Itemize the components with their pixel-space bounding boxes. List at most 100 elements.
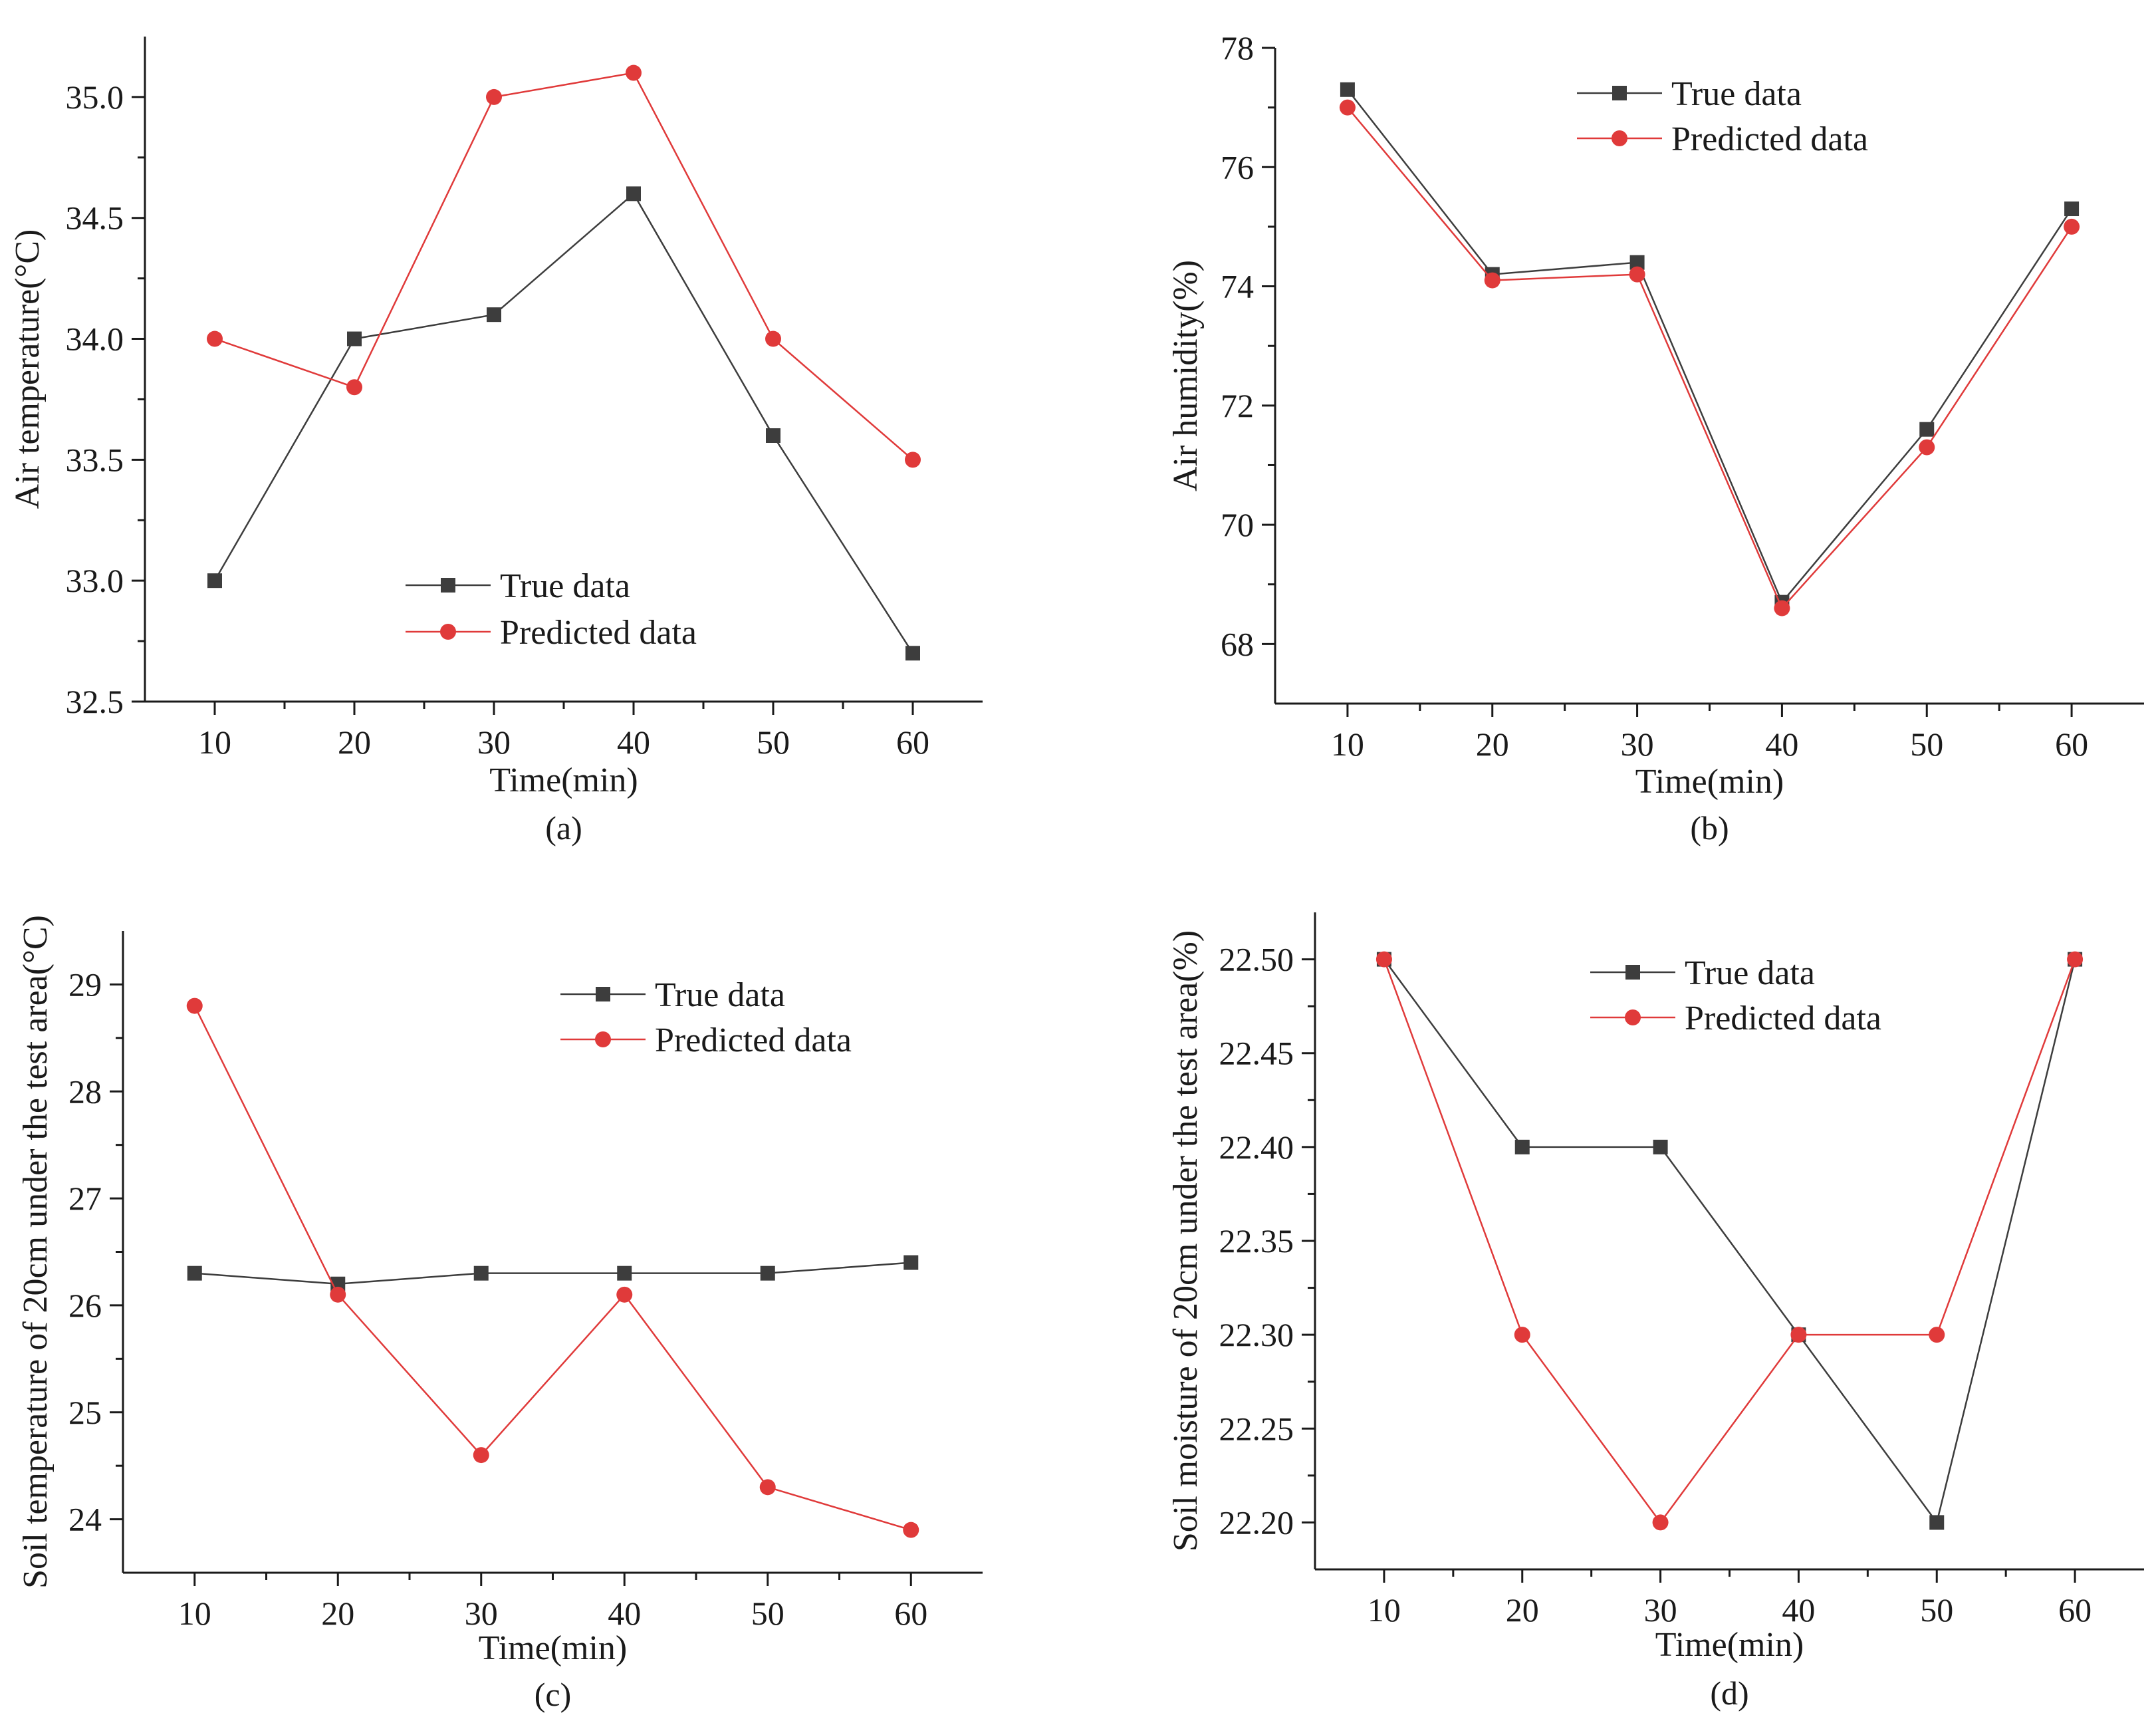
legend-marker-true <box>596 987 610 1001</box>
x-tick-label: 50 <box>1920 1591 1953 1629</box>
data-point-predicted <box>759 1479 776 1496</box>
x-tick-label: 10 <box>1331 726 1364 763</box>
data-point-predicted <box>1652 1514 1669 1531</box>
legend-label: Predicted data <box>1685 999 1881 1037</box>
data-point-predicted <box>1919 439 1935 456</box>
x-tick-label: 40 <box>1765 726 1798 763</box>
data-point-predicted <box>903 1522 919 1538</box>
x-tick-label: 30 <box>1644 1591 1677 1629</box>
y-tick-label: 70 <box>1221 506 1254 543</box>
data-point-true <box>473 1265 489 1281</box>
data-point-true <box>1919 422 1935 437</box>
data-point-predicted <box>626 65 642 81</box>
y-tick-label: 72 <box>1221 387 1254 424</box>
data-point-true <box>207 573 222 589</box>
y-tick-label: 22.40 <box>1219 1129 1294 1166</box>
x-axis-title: Time(min) <box>1635 763 1784 801</box>
y-axis-title: Soil moisture of 20cm under the test are… <box>1167 930 1205 1551</box>
series-line-true <box>1383 958 2076 1525</box>
y-tick-label: 22.25 <box>1219 1410 1294 1447</box>
x-tick-label: 50 <box>1910 726 1943 763</box>
data-point-predicted <box>616 1286 633 1303</box>
legend: True data Predicted data <box>560 976 852 1059</box>
y-axis-title: Soil temperature of 20cm under the test … <box>17 915 55 1589</box>
series-line-predicted <box>193 1005 911 1531</box>
x-tick-label: 60 <box>894 1595 927 1632</box>
data-point-true <box>905 646 920 661</box>
y-tick-label: 22.20 <box>1219 1504 1294 1541</box>
x-axis-title: Time(min) <box>1655 1626 1804 1664</box>
x-tick-label: 30 <box>477 724 511 761</box>
legend-marker-predicted <box>1612 130 1627 146</box>
data-point-predicted <box>2064 218 2080 235</box>
data-point-true <box>487 307 501 323</box>
x-tick-label: 10 <box>178 1595 211 1632</box>
x-tick-label: 30 <box>465 1595 498 1632</box>
legend: True data Predicted data <box>1590 954 1881 1037</box>
panel-label: (d) <box>1710 1674 1748 1712</box>
data-point-predicted <box>207 331 223 347</box>
y-tick-label: 24 <box>68 1501 102 1538</box>
x-tick-label: 50 <box>757 724 790 761</box>
legend-marker-true <box>441 578 455 593</box>
y-tick-label: 34.5 <box>66 199 124 237</box>
legend-marker-predicted <box>440 624 456 640</box>
x-tick-label: 60 <box>896 724 929 761</box>
x-tick-label: 40 <box>608 1595 641 1632</box>
data-point-true <box>1514 1139 1530 1154</box>
panel-label: (c) <box>535 1676 572 1713</box>
y-tick-label: 74 <box>1221 268 1254 305</box>
y-tick-label: 33.0 <box>66 562 124 599</box>
x-tick-label: 20 <box>321 1595 354 1632</box>
data-point-true <box>1629 255 1645 270</box>
y-axis-title: Air temperature(°C) <box>9 229 47 509</box>
x-tick-label: 60 <box>2058 1591 2092 1629</box>
x-tick-label: 30 <box>1621 726 1654 763</box>
series-line-true <box>194 1262 911 1285</box>
x-axis-title: Time(min) <box>479 1629 627 1667</box>
series-line-predicted <box>1383 959 2076 1524</box>
legend-label: True data <box>1671 75 1802 113</box>
y-tick-label: 22.35 <box>1219 1222 1294 1260</box>
data-point-predicted <box>905 452 921 468</box>
chart-panel-2: 10 20 30 40 50 60 68 70 72 74 76 78 Time(min) Air hum… <box>1167 29 2144 847</box>
series-line-true <box>1346 88 2073 604</box>
y-tick-label: 29 <box>68 966 102 1003</box>
y-tick-label: 78 <box>1221 29 1254 66</box>
data-point-true <box>766 428 780 443</box>
x-tick-label: 20 <box>1506 1591 1539 1629</box>
legend-label: True data <box>1685 954 1815 992</box>
data-point-predicted <box>1339 99 1356 116</box>
y-tick-label: 35.0 <box>66 78 124 116</box>
data-point-predicted <box>1629 266 1645 283</box>
y-tick-label: 68 <box>1221 625 1254 662</box>
data-point-predicted <box>1774 600 1790 616</box>
data-point-predicted <box>1929 1327 1945 1343</box>
panel-label: (a) <box>545 809 582 847</box>
y-tick-label: 33.5 <box>66 441 124 478</box>
data-point-true <box>760 1265 775 1281</box>
legend-label: True data <box>655 976 785 1014</box>
legend-label: Predicted data <box>500 614 697 652</box>
legend-label: Predicted data <box>1671 120 1868 158</box>
y-tick-label: 34.0 <box>66 321 124 358</box>
panel-label: (b) <box>1690 809 1729 847</box>
x-tick-label: 40 <box>1782 1591 1815 1629</box>
y-tick-label: 22.50 <box>1219 941 1294 978</box>
y-axis-title: Air humidity(%) <box>1167 260 1205 491</box>
data-point-predicted <box>186 997 203 1014</box>
legend-marker-predicted <box>595 1031 611 1047</box>
x-tick-label: 10 <box>1368 1591 1401 1629</box>
data-point-true <box>1340 82 1355 97</box>
y-tick-label: 22.45 <box>1219 1035 1294 1072</box>
x-axis-title: Time(min) <box>489 761 638 799</box>
chart-panel-4: 10 20 30 40 50 60 22.20 22.25 22.30 22.35 22.40 22.… <box>1167 912 2144 1712</box>
data-point-predicted <box>1484 272 1500 289</box>
legend-marker-true <box>1625 965 1640 980</box>
data-point-true <box>2064 201 2080 217</box>
data-point-true <box>617 1265 632 1281</box>
data-point-predicted <box>330 1286 346 1303</box>
data-point-true <box>626 186 641 201</box>
data-point-predicted <box>2067 951 2084 968</box>
